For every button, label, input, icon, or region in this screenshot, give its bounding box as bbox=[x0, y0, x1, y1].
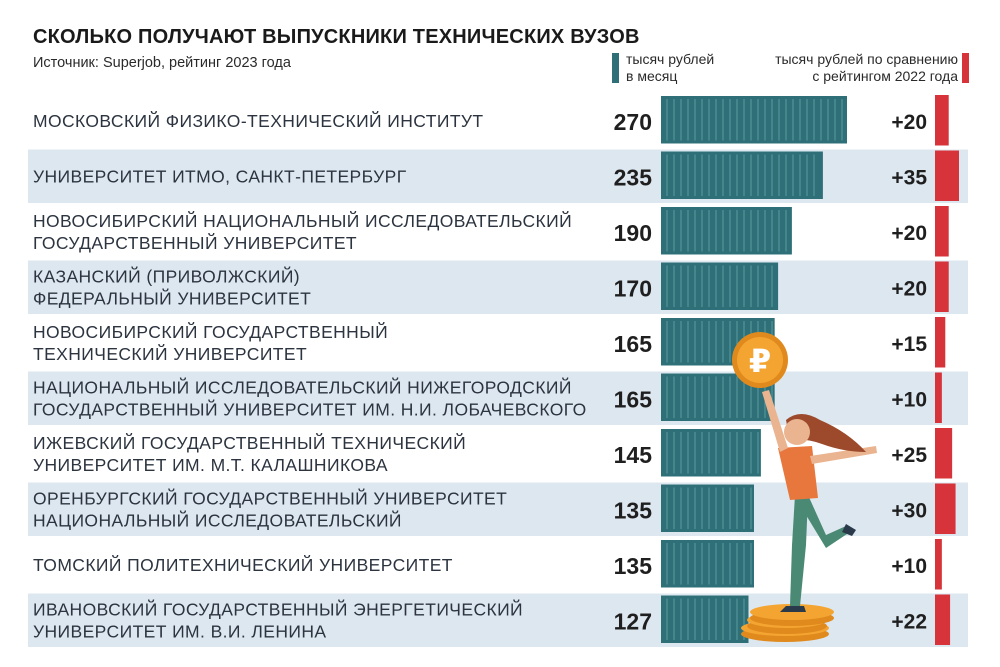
change-label: +20 bbox=[891, 277, 927, 300]
change-label: +15 bbox=[891, 333, 927, 356]
change-bar bbox=[935, 594, 951, 645]
category-label-line: ФЕДЕРАЛЬНЫЙ УНИВЕРСИТЕТ bbox=[33, 287, 311, 308]
change-bar bbox=[935, 206, 949, 257]
category-label-line: МОСКОВСКИЙ ФИЗИКО-ТЕХНИЧЕСКИЙ ИНСТИТУТ bbox=[33, 110, 484, 131]
value-label: 235 bbox=[614, 164, 653, 190]
table-row: ИВАНОВСКИЙ ГОСУДАРСТВЕННЫЙ ЭНЕРГЕТИЧЕСКИ… bbox=[33, 594, 951, 645]
category-label-line: УНИВЕРСИТЕТ ИМ. М.Т. КАЛАШНИКОВА bbox=[33, 455, 388, 475]
category-label-line: НОВОСИБИРСКИЙ ГОСУДАРСТВЕННЫЙ bbox=[33, 321, 388, 342]
table-row: КАЗАНСКИЙ (ПРИВОЛЖСКИЙ) ФЕДЕРАЛЬНЫЙ УНИВЕ… bbox=[33, 261, 949, 312]
category-label: НАЦИОНАЛЬНЫЙ ИССЛЕДОВАТЕЛЬСКИЙ НИЖЕГОРОД… bbox=[33, 376, 587, 419]
category-label-line: УНИВЕРСИТЕТ ИТМО, САНКТ-ПЕТЕРБУРГ bbox=[33, 166, 407, 186]
category-label-line: ИВАНОВСКИЙ ГОСУДАРСТВЕННЫЙ ЭНЕРГЕТИЧЕСКИ… bbox=[33, 598, 523, 619]
category-label: КАЗАНСКИЙ (ПРИВОЛЖСКИЙ) ФЕДЕРАЛЬНЫЙ УНИВЕ… bbox=[33, 265, 311, 308]
value-label: 270 bbox=[614, 109, 652, 135]
category-label-line: НОВОСИБИРСКИЙ НАЦИОНАЛЬНЫЙ ИССЛЕДОВАТЕЛЬ… bbox=[33, 210, 572, 231]
legend-change: тысяч рублей по сравнению с рейтингом 20… bbox=[748, 51, 969, 85]
change-label: +22 bbox=[891, 610, 927, 633]
girl-leg bbox=[790, 495, 808, 606]
girl-leg-back bbox=[806, 495, 850, 548]
coin-icon bbox=[737, 337, 783, 383]
category-label: ИВАНОВСКИЙ ГОСУДАРСТВЕННЫЙ ЭНЕРГЕТИЧЕСКИ… bbox=[33, 598, 523, 641]
change-label: +10 bbox=[891, 555, 927, 578]
table-row: НОВОСИБИРСКИЙ НАЦИОНАЛЬНЫЙ ИССЛЕДОВАТЕЛЬ… bbox=[33, 206, 949, 257]
change-bar bbox=[935, 317, 946, 368]
category-label-line: НАЦИОНАЛЬНЫЙ ИССЛЕДОВАТЕЛЬСКИЙ НИЖЕГОРОД… bbox=[33, 376, 572, 397]
category-label-line: УНИВЕРСИТЕТ ИМ. В.И. ЛЕНИНА bbox=[33, 621, 326, 641]
category-label: ОРЕНБУРГСКИЙ ГОСУДАРСТВЕННЫЙ УНИВЕРСИТЕТ… bbox=[33, 487, 507, 530]
table-row: ОРЕНБУРГСКИЙ ГОСУДАРСТВЕННЫЙ УНИВЕРСИТЕТ… bbox=[33, 483, 956, 534]
table-row: ИЖЕВСКИЙ ГОСУДАРСТВЕННЫЙ ТЕХНИЧЕСКИЙ УНИВ… bbox=[33, 428, 953, 479]
value-label: 190 bbox=[614, 220, 652, 246]
category-label-line: КАЗАНСКИЙ (ПРИВОЛЖСКИЙ) bbox=[33, 265, 300, 286]
salary-bar bbox=[661, 207, 792, 255]
illustration: ₽ bbox=[732, 332, 877, 642]
table-row: МОСКОВСКИЙ ФИЗИКО-ТЕХНИЧЕСКИЙ ИНСТИТУТ 27… bbox=[33, 95, 949, 146]
change-bar bbox=[935, 261, 949, 312]
legend-change-swatch bbox=[962, 53, 969, 83]
chart-source: Источник: Superjob, рейтинг 2023 года bbox=[33, 55, 291, 71]
change-label: +35 bbox=[891, 166, 927, 189]
table-row: НАЦИОНАЛЬНЫЙ ИССЛЕДОВАТЕЛЬСКИЙ НИЖЕГОРОД… bbox=[33, 372, 942, 423]
table-row: УНИВЕРСИТЕТ ИТМО, САНКТ-ПЕТЕРБУРГ 235 +35 bbox=[33, 150, 959, 201]
girl-shoe-back bbox=[842, 524, 856, 536]
change-label: +20 bbox=[891, 222, 927, 245]
change-bar bbox=[935, 428, 953, 479]
legend-change-line1: тысяч рублей по сравнению bbox=[775, 51, 958, 67]
salary-bar bbox=[661, 595, 749, 643]
girl-arm-raised bbox=[762, 390, 788, 452]
legend-salary-line1: тысяч рублей bbox=[626, 51, 715, 67]
legend-salary: тысяч рублей в месяц bbox=[612, 51, 756, 85]
table-row: ТОМСКИЙ ПОЛИТЕХНИЧЕСКИЙ УНИВЕРСИТЕТ 135 +1… bbox=[33, 539, 942, 590]
category-label: ТОМСКИЙ ПОЛИТЕХНИЧЕСКИЙ УНИВЕРСИТЕТ bbox=[33, 554, 453, 575]
category-label-line: ТЕХНИЧЕСКИЙ УНИВЕРСИТЕТ bbox=[33, 343, 307, 364]
change-bar bbox=[935, 150, 959, 201]
category-label-line: ОРЕНБУРГСКИЙ ГОСУДАРСТВЕННЫЙ УНИВЕРСИТЕТ bbox=[33, 487, 507, 508]
category-label-line: ГОСУДАРСТВЕННЫЙ УНИВЕРСИТЕТ bbox=[33, 232, 357, 253]
change-label: +30 bbox=[891, 499, 927, 522]
category-label-line: НАЦИОНАЛЬНЫЙ ИССЛЕДОВАТЕЛЬСКИЙ bbox=[33, 509, 402, 530]
girl-torso bbox=[778, 446, 818, 500]
row-band bbox=[28, 260, 968, 314]
change-bar bbox=[935, 539, 942, 590]
category-label: НОВОСИБИРСКИЙ ГОСУДАРСТВЕННЫЙ ТЕХНИЧЕСКИЙ… bbox=[33, 321, 388, 364]
value-label: 135 bbox=[614, 553, 653, 579]
category-label: УНИВЕРСИТЕТ ИТМО, САНКТ-ПЕТЕРБУРГ bbox=[33, 166, 407, 186]
value-label: 165 bbox=[614, 386, 653, 412]
salary-bar bbox=[661, 429, 761, 477]
legend-salary-line2: в месяц bbox=[626, 68, 678, 84]
chart-title: СКОЛЬКО ПОЛУЧАЮТ ВЫПУСКНИКИ ТЕХНИЧЕСКИХ … bbox=[33, 26, 640, 48]
girl-shoe bbox=[780, 606, 806, 612]
category-label-line: ТОМСКИЙ ПОЛИТЕХНИЧЕСКИЙ УНИВЕРСИТЕТ bbox=[33, 554, 453, 575]
change-label: +25 bbox=[891, 444, 927, 467]
category-label: НОВОСИБИРСКИЙ НАЦИОНАЛЬНЫЙ ИССЛЕДОВАТЕЛЬ… bbox=[33, 210, 572, 253]
change-bar bbox=[935, 372, 942, 423]
legend-change-line2: с рейтингом 2022 года bbox=[812, 68, 958, 84]
value-label: 145 bbox=[614, 442, 653, 468]
legend-salary-swatch bbox=[612, 53, 619, 83]
change-bar bbox=[935, 483, 956, 534]
category-label: ИЖЕВСКИЙ ГОСУДАРСТВЕННЫЙ ТЕХНИЧЕСКИЙ УНИВ… bbox=[33, 432, 466, 475]
salary-bar bbox=[661, 484, 754, 532]
salary-bar bbox=[661, 151, 823, 199]
category-label: МОСКОВСКИЙ ФИЗИКО-ТЕХНИЧЕСКИЙ ИНСТИТУТ bbox=[33, 110, 484, 131]
salary-bar bbox=[661, 262, 779, 310]
change-label: +10 bbox=[891, 388, 927, 411]
category-label-line: ГОСУДАРСТВЕННЫЙ УНИВЕРСИТЕТ ИМ. Н.И. ЛОБ… bbox=[33, 398, 587, 419]
girl-head bbox=[784, 419, 810, 445]
value-label: 135 bbox=[614, 497, 653, 523]
category-label-line: ИЖЕВСКИЙ ГОСУДАРСТВЕННЫЙ ТЕХНИЧЕСКИЙ bbox=[33, 432, 466, 453]
rows: МОСКОВСКИЙ ФИЗИКО-ТЕХНИЧЕСКИЙ ИНСТИТУТ 27… bbox=[33, 95, 959, 645]
ruble-icon: ₽ bbox=[749, 342, 771, 380]
change-bar bbox=[935, 95, 949, 146]
change-label: +20 bbox=[891, 111, 927, 134]
salary-bar bbox=[661, 540, 754, 588]
table-row: НОВОСИБИРСКИЙ ГОСУДАРСТВЕННЫЙ ТЕХНИЧЕСКИЙ… bbox=[33, 317, 946, 368]
value-label: 165 bbox=[614, 331, 653, 357]
value-label: 170 bbox=[614, 275, 652, 301]
value-label: 127 bbox=[614, 608, 652, 634]
salary-bar bbox=[661, 96, 847, 144]
